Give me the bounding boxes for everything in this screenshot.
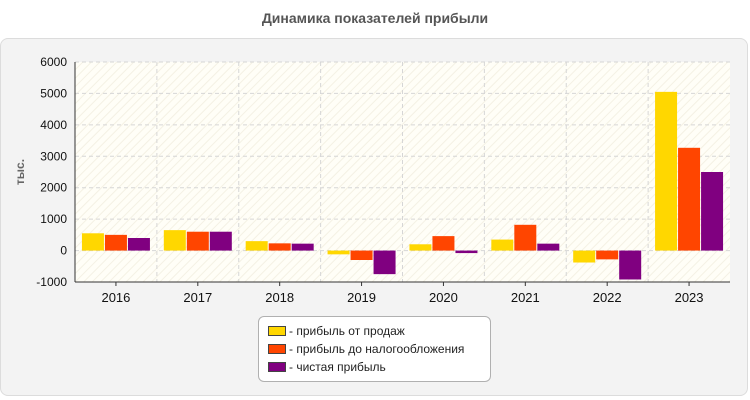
legend-item-net-profit: - чистая прибыль: [268, 358, 490, 376]
bar: [491, 239, 514, 251]
bar: [291, 243, 314, 251]
bar: [514, 224, 537, 251]
chart-title: Динамика показателей прибыли: [261, 10, 489, 26]
y-tick-label: 6000: [40, 55, 67, 69]
bar: [409, 244, 432, 251]
legend: - прибыль от продаж - прибыль до налогоо…: [258, 316, 491, 382]
legend-swatch-pretax-profit: [268, 344, 286, 354]
bar: [537, 243, 560, 251]
y-tick-label: 0: [60, 244, 67, 258]
y-tick-label: 5000: [40, 86, 67, 100]
y-tick-label: 1000: [40, 212, 67, 226]
bar: [209, 231, 232, 251]
x-tick-label: 2023: [675, 290, 704, 305]
legend-item-sales-profit: - прибыль от продаж: [268, 322, 490, 340]
x-tick-label: 2018: [265, 290, 294, 305]
bar: [432, 236, 455, 251]
x-tick-label: 2021: [511, 290, 540, 305]
bar: [127, 238, 150, 251]
bar: [655, 91, 678, 251]
x-tick-label: 2019: [347, 290, 376, 305]
y-tick-label: -1000: [36, 275, 67, 289]
bar: [619, 250, 642, 280]
y-axis-title: тыс.: [13, 159, 27, 185]
legend-label-sales-profit: - прибыль от продаж: [289, 324, 405, 338]
bar: [245, 241, 268, 251]
x-tick-label: 2020: [429, 290, 458, 305]
x-tick-label: 2017: [183, 290, 212, 305]
bar: [81, 233, 104, 251]
bar: [350, 250, 373, 260]
y-tick-label: 2000: [40, 181, 67, 195]
bar: [455, 250, 478, 254]
legend-item-pretax-profit: - прибыль до налогообложения: [268, 340, 490, 358]
bar: [701, 172, 724, 251]
x-tick-label: 2022: [593, 290, 622, 305]
legend-swatch-sales-profit: [268, 326, 286, 336]
x-tick-label: 2016: [101, 290, 130, 305]
y-tick-label: 3000: [40, 149, 67, 163]
bar: [104, 234, 127, 251]
bar: [373, 250, 396, 275]
bar: [163, 230, 186, 251]
bar: [678, 147, 701, 251]
bar: [327, 250, 350, 255]
bar: [596, 250, 619, 260]
legend-label-net-profit: - чистая прибыль: [289, 360, 386, 374]
bar: [573, 250, 596, 263]
legend-label-pretax-profit: - прибыль до налогообложения: [289, 342, 465, 356]
legend-swatch-net-profit: [268, 362, 286, 372]
y-tick-label: 4000: [40, 118, 67, 132]
bar: [186, 231, 209, 251]
bar: [268, 243, 291, 251]
